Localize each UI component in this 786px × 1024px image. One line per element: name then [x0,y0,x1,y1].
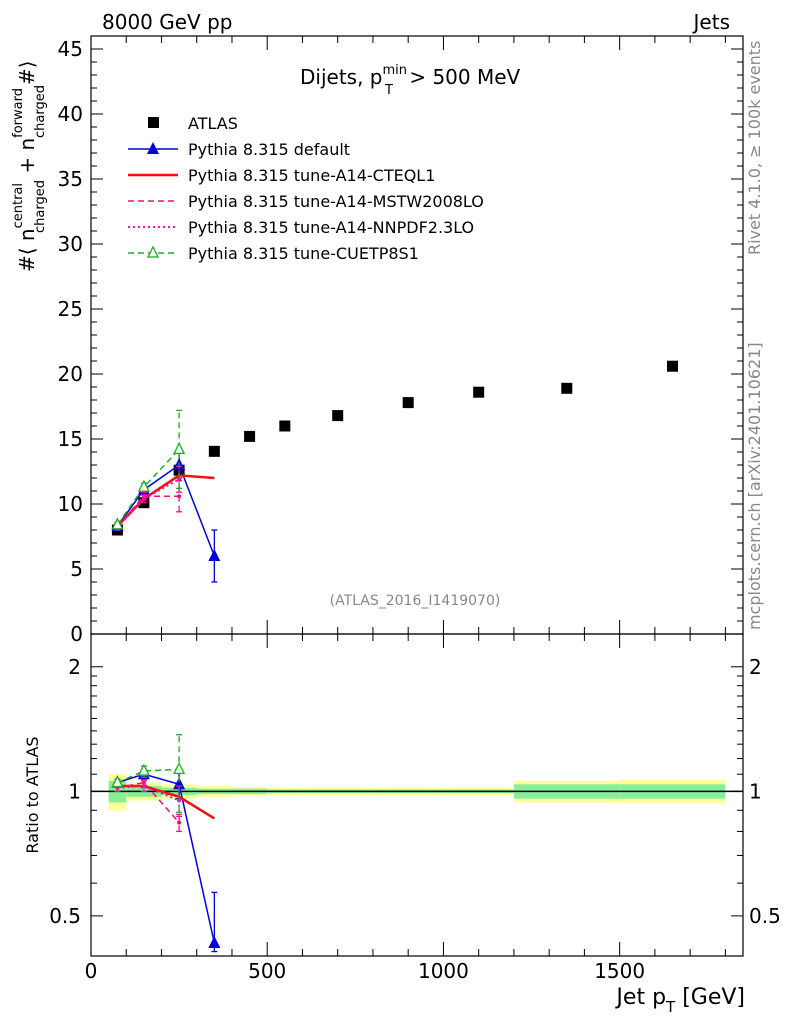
analysis-watermark: (ATLAS_2016_I1419070) [330,593,501,609]
legend-marker [146,245,160,258]
ratio-series-4 [111,734,186,813]
ratio-frame [90,633,744,957]
main-data-point [667,360,679,372]
header-right: Jets [692,10,730,34]
ratio-y-tick-label: 0.5 [49,904,81,928]
legend-label: Pythia 8.315 tune-A14-MSTW2008LO [188,192,484,211]
main-data-point [279,420,291,432]
main-data-point [177,494,182,499]
main-series-line-2 [116,474,215,527]
main-series-line-4 [116,478,180,529]
plot-title: Dijets, pmin T > 500 MeV [300,63,521,98]
legend: ATLAS Pythia 8.315 default Pythia 8.315 tu… [128,114,484,263]
ratio-data-point [141,784,146,789]
main-series-layer [111,360,679,583]
main-y-tick-label: 30 [58,232,83,256]
mcplots-label: mcplots.cern.ch [arXiv:2401.10621] [745,342,764,630]
main-data-point [111,517,124,530]
main-y-axis: 0 5 10 15 20 25 30 35 40 45 [58,35,743,646]
legend-label: Pythia 8.315 tune-A14-NNPDF2.3LO [188,218,474,237]
main-data-point [173,441,186,455]
legend-label: Pythia 8.315 tune-CUETP8S1 [188,244,419,263]
main-data-point [137,479,150,492]
x-axis-label: Jet pT [GeV] [614,985,745,1016]
ratio-data-point [208,936,221,949]
ratio-y-axis: 0.5 0.5 1 1 2 2 [49,655,781,928]
main-y-tick-label: 25 [58,297,83,321]
main-data-point [141,496,146,501]
main-y-tick-label: 20 [58,362,83,386]
ratio-series-line-4 [117,768,180,784]
main-y-tick-label: 35 [58,167,83,191]
main-panel: 0 5 10 15 20 25 30 35 40 45 Dijets, pmin T > 500 M… [11,35,744,646]
main-data-point [561,382,573,394]
ratio-y-tick-label-right: 1 [749,779,762,803]
ratio-y-tick-label-right: 2 [749,655,762,679]
legend-item: Pythia 8.315 tune-A14-NNPDF2.3LO [128,218,474,237]
ratio-data-point [137,763,150,776]
x-axis: 0 500 1000 1500 [85,634,726,983]
main-data-point [244,430,256,442]
ratio-data-point [141,780,146,785]
ratio-series-1 [117,784,216,820]
legend-item: Pythia 8.315 tune-CUETP8S1 [128,244,419,263]
main-series-line-1 [116,463,216,557]
ratio-panel: 0.5 0.5 1 1 2 2 0 500 1000 1500 Ratio to ATLAS J… [23,633,781,1016]
legend-item: Pythia 8.315 default [128,140,350,159]
main-series-line-3 [116,495,180,527]
main-y-tick-label: 5 [70,557,83,581]
ratio-data-point [173,761,186,775]
main-series-2 [116,474,215,527]
legend-item: Pythia 8.315 tune-A14-CTEQL1 [128,166,435,185]
ratio-series-line-1 [117,784,216,820]
main-y-tick-label: 10 [58,492,83,516]
legend-item: ATLAS [148,114,238,133]
ratio-y-tick-label: 1 [68,779,81,803]
ratio-y-tick-label: 2 [68,655,81,679]
legend-swatch [148,117,159,128]
main-data-point [208,549,221,561]
ratio-series-line-0 [117,773,216,944]
main-data-point [177,477,182,482]
ratio-y-label: Ratio to ATLAS [23,736,42,853]
main-x-ticks [90,36,726,634]
main-data-point [332,410,344,422]
rivet-label: Rivet 4.1.0, ≥ 100k events [745,41,764,255]
legend-label: Pythia 8.315 tune-A14-CTEQL1 [188,166,435,185]
main-series-line-5 [116,448,180,526]
main-data-point [402,397,414,409]
ratio-series-layer [111,734,221,953]
main-y-tick-label: 15 [58,427,83,451]
ratio-y-tick-label-right: 0.5 [749,904,781,928]
x-tick-label: 1500 [594,959,645,983]
main-series-5 [111,409,186,530]
x-tick-label: 0 [85,959,98,983]
legend-label: ATLAS [188,114,238,133]
legend-label: Pythia 8.315 default [188,140,350,159]
header-left: 8000 GeV pp [102,10,233,34]
main-y-tick-label: 0 [70,622,83,646]
main-data-point [208,445,220,457]
ratio-data-point [111,775,124,788]
main-y-tick-label: 45 [58,37,83,61]
ratio-data-point [177,820,182,825]
main-y-tick-label: 40 [58,102,83,126]
x-tick-label: 500 [248,959,286,983]
ratio-series-line-2 [117,781,180,824]
main-y-label: #⟨ ncentral charged + nforward charged#⟩ [11,60,48,272]
main-data-point [473,386,485,398]
ratio-bands [108,774,726,811]
legend-marker [147,142,159,154]
x-tick-label: 1000 [418,959,469,983]
legend-item: Pythia 8.315 tune-A14-MSTW2008LO [128,192,484,211]
